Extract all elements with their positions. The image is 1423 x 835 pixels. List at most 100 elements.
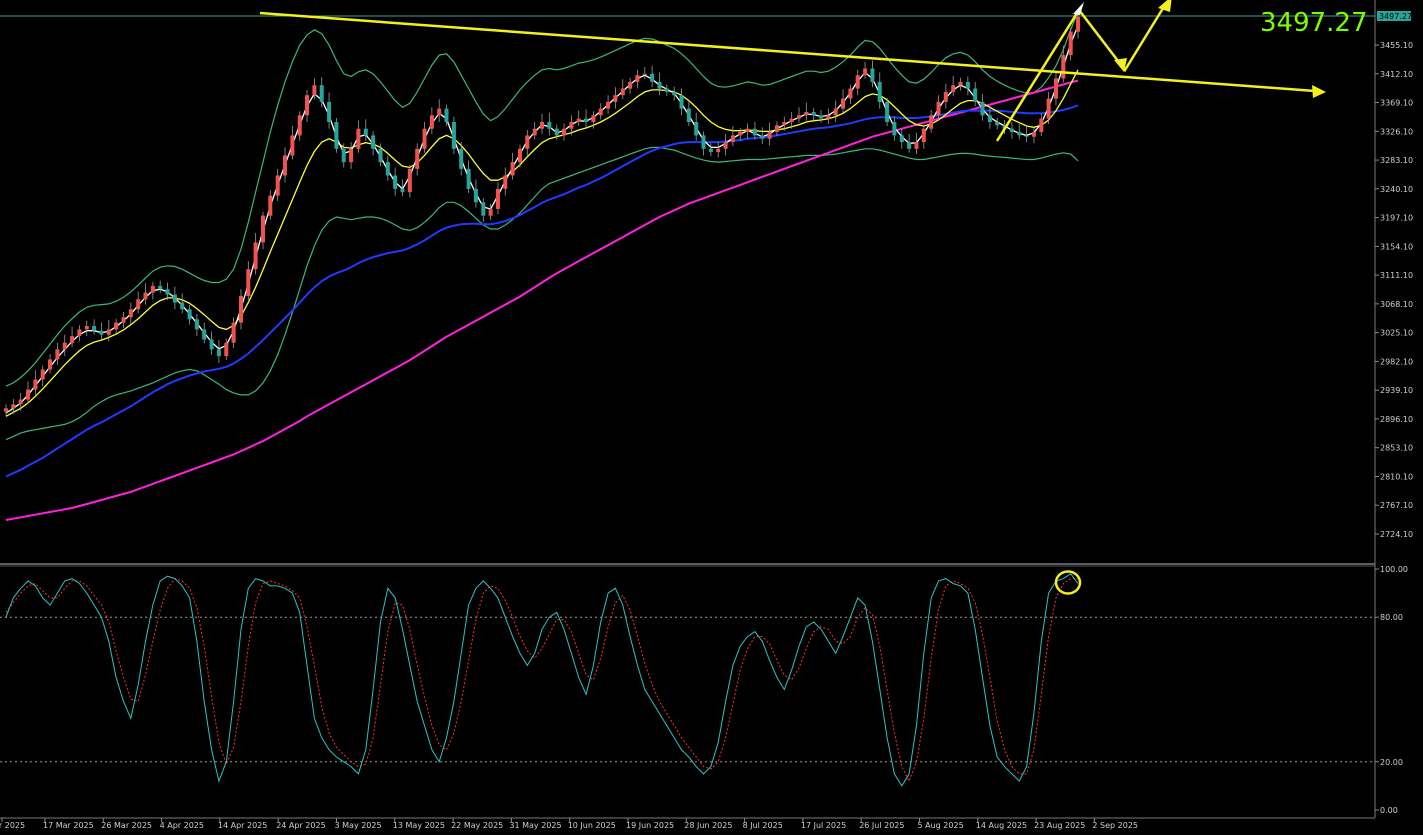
candle-body xyxy=(297,115,302,136)
candle-body xyxy=(591,115,596,122)
price-tick-label: 3154.10 xyxy=(1380,242,1413,251)
candle-body xyxy=(327,101,332,122)
candle-body xyxy=(363,128,368,136)
price-tag-box xyxy=(1377,11,1411,21)
candle-body xyxy=(216,349,221,357)
candle-body xyxy=(92,326,97,331)
candle-body xyxy=(936,101,941,116)
candle-body xyxy=(569,122,574,129)
candle-body xyxy=(165,289,170,295)
candle-body xyxy=(40,369,45,380)
current-price-big-label: 3497.27 xyxy=(1260,8,1368,38)
stochastic-tick-label: 0.00 xyxy=(1380,806,1398,815)
candle-body xyxy=(114,322,119,330)
candle-body xyxy=(708,148,713,153)
candle-body xyxy=(532,128,537,136)
candle-body xyxy=(914,142,919,149)
candle-body xyxy=(635,75,640,82)
time-tick-label: 14 Apr 2025 xyxy=(218,821,267,830)
candle-body xyxy=(716,148,721,153)
candle-body xyxy=(99,330,104,335)
time-tick-label: 14 Aug 2025 xyxy=(976,821,1027,830)
candle-body xyxy=(547,122,552,129)
stochastic-signal-line xyxy=(5,578,1078,783)
candle-body xyxy=(819,115,823,119)
candle-body xyxy=(459,148,464,169)
candle-body xyxy=(128,309,133,318)
stochastic-tick-label: 100.00 xyxy=(1380,565,1408,574)
candle-body xyxy=(841,98,845,109)
price-tick-label: 2896.10 xyxy=(1380,415,1413,424)
candle-body xyxy=(385,162,390,176)
candle-body xyxy=(892,122,897,136)
candle-body xyxy=(980,101,985,116)
price-tick-label: 3369.10 xyxy=(1380,99,1413,108)
price-tick-label: 3197.10 xyxy=(1380,214,1413,223)
candle-body xyxy=(598,108,603,116)
candle-body xyxy=(253,242,258,270)
candle-body xyxy=(180,302,185,310)
candle-body xyxy=(987,115,992,122)
bollinger-upper-band xyxy=(5,11,1079,387)
candle-body xyxy=(312,85,317,96)
candle-body xyxy=(1009,128,1014,132)
candle-body xyxy=(752,128,757,136)
overbought-highlight-circle xyxy=(1054,570,1082,595)
trendline-arrowhead xyxy=(1312,85,1326,98)
candle-body xyxy=(848,88,853,99)
candle-body xyxy=(136,299,141,310)
candle-body xyxy=(70,336,75,343)
candle-body xyxy=(804,112,809,116)
candle-body xyxy=(393,175,398,189)
candle-body xyxy=(642,73,647,76)
time-tick-label: 17 Jul 2025 xyxy=(801,821,846,830)
candle-body xyxy=(576,118,581,122)
stochastic-main-line xyxy=(5,573,1079,787)
time-tick-label: 23 Aug 2025 xyxy=(1034,821,1085,830)
candle-body xyxy=(246,269,251,296)
candle-body xyxy=(400,188,405,193)
candle-body xyxy=(1039,118,1044,133)
ma-magenta-line xyxy=(5,79,1079,521)
candle-body xyxy=(319,85,324,102)
candle-body xyxy=(26,389,30,400)
candle-body xyxy=(664,88,669,92)
time-tick-label: 8 Jul 2025 xyxy=(743,821,783,830)
candle-body xyxy=(620,88,625,96)
time-tick-label: 26 Jul 2025 xyxy=(859,821,904,830)
candle-body xyxy=(951,85,956,92)
candle-body xyxy=(672,91,677,96)
time-tick-label: 28 Jun 2025 xyxy=(684,821,732,830)
candle-body xyxy=(797,115,801,119)
candle-body xyxy=(48,359,52,370)
candle-body xyxy=(1068,31,1073,56)
candle-body xyxy=(371,135,376,149)
stochastic-panel[interactable] xyxy=(0,570,1375,787)
candle-body xyxy=(341,148,346,163)
price-tick-label: 3068.10 xyxy=(1380,300,1413,309)
time-tick-label: 31 May 2025 xyxy=(509,821,561,830)
candle-body xyxy=(606,101,611,109)
candle-body xyxy=(231,322,236,343)
candle-body xyxy=(870,68,875,82)
trendline-annotations xyxy=(259,0,1326,142)
candle-body xyxy=(415,148,420,169)
candle-body xyxy=(503,175,508,189)
candle-body xyxy=(863,68,868,76)
price-panel[interactable] xyxy=(0,0,1375,563)
candle-body xyxy=(1024,135,1029,137)
candle-body xyxy=(84,326,89,330)
candle-body xyxy=(62,342,67,350)
candle-body xyxy=(466,168,471,189)
candle-body xyxy=(187,309,192,320)
price-tick-label: 3283.10 xyxy=(1380,156,1413,165)
price-tick-label: 2982.10 xyxy=(1380,357,1413,366)
price-tick-label: 2939.10 xyxy=(1380,386,1413,395)
candle-body xyxy=(562,128,566,136)
candle-body xyxy=(11,404,16,409)
candle-body xyxy=(1054,78,1058,99)
candle-body xyxy=(694,122,699,136)
candle-body xyxy=(407,168,412,193)
candle-body xyxy=(261,215,265,243)
